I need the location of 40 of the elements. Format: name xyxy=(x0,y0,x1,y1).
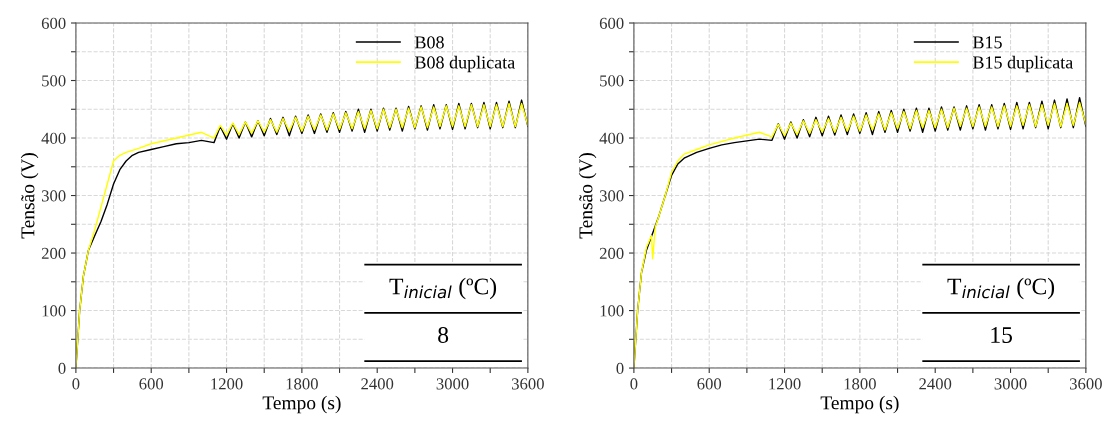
x-tick-label: 0 xyxy=(72,378,80,390)
x-tick-label: 600 xyxy=(139,378,164,390)
x-tick-label: 3600 xyxy=(512,378,544,390)
y-tick-label: 100 xyxy=(600,305,624,317)
annotation: 8 xyxy=(438,326,449,343)
legend-label: B08 duplicata xyxy=(414,55,515,73)
y-tick-label: 500 xyxy=(600,75,624,87)
x-tick-label: 3000 xyxy=(994,378,1027,390)
y-tick-label: 600 xyxy=(599,17,624,29)
y-axis-title: Tensão (V) xyxy=(578,153,597,239)
x-tick-label: 1200 xyxy=(769,378,801,390)
y-tick-label: 200 xyxy=(41,247,66,259)
y-tick-label: 400 xyxy=(599,132,624,144)
annotation: T$_{inicial}$ (ºC) xyxy=(947,277,1055,300)
legend-label: B08 xyxy=(414,36,444,49)
y-tick-label: 600 xyxy=(41,17,66,29)
x-tick-label: 1800 xyxy=(286,378,318,390)
y-tick-label: 500 xyxy=(42,75,66,87)
legend-label: B15 xyxy=(972,36,1002,49)
x-tick-label: 1800 xyxy=(844,378,876,390)
x-tick-label: 1200 xyxy=(211,378,243,390)
annotation: T$_{inicial}$ (ºC) xyxy=(389,277,497,300)
x-axis-title: Tempo (s) xyxy=(262,395,341,414)
x-tick-label: 2400 xyxy=(919,378,952,390)
y-tick-label: 100 xyxy=(42,305,66,317)
annotation: 15 xyxy=(991,327,1013,343)
y-tick-label: 200 xyxy=(599,247,624,259)
y-tick-label: 400 xyxy=(41,132,66,144)
x-tick-label: 0 xyxy=(630,378,638,390)
y-axis-title: Tensão (V) xyxy=(20,153,39,239)
x-tick-label: 3600 xyxy=(1070,378,1102,390)
y-tick-label: 300 xyxy=(41,190,66,202)
x-tick-label: 600 xyxy=(697,378,722,390)
y-tick-label: 300 xyxy=(599,190,624,202)
y-tick-label: 0 xyxy=(616,362,624,375)
legend-label: B15 duplicata xyxy=(972,55,1073,73)
x-axis-title: Tempo (s) xyxy=(820,395,899,414)
y-tick-label: 0 xyxy=(58,362,66,375)
x-tick-label: 2400 xyxy=(361,378,394,390)
x-tick-label: 3000 xyxy=(436,378,469,390)
